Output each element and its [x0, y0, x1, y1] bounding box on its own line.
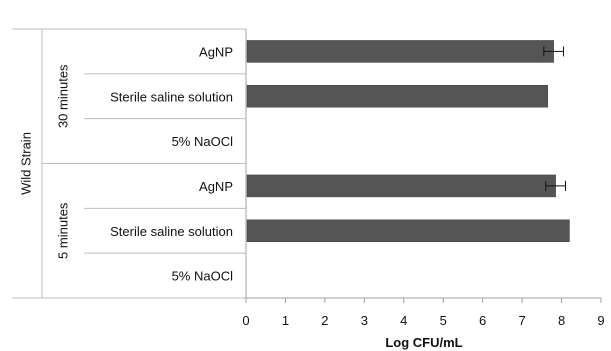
x-tick-label: 3	[361, 313, 368, 328]
bar	[246, 219, 570, 242]
category-label: AgNP	[199, 179, 233, 194]
labels-layer: 0 1 2 3 4 5 6 7 8 9 Wild Strain 30 minutes AgNP Steri…	[18, 44, 604, 328]
x-tick-label: 1	[282, 313, 289, 328]
x-tick-label: 4	[400, 313, 407, 328]
category-label: Sterile saline solution	[110, 89, 233, 104]
x-axis-title: Log CFU/mL	[385, 335, 462, 350]
bars-layer	[246, 40, 570, 242]
x-tick-label: 8	[558, 313, 565, 328]
x-tick-label: 2	[321, 313, 328, 328]
x-tick-label: 5	[440, 313, 447, 328]
x-tick-label: 6	[479, 313, 486, 328]
category-label: 5% NaOCl	[172, 269, 234, 284]
category-label: 5% NaOCl	[172, 134, 234, 149]
bar	[246, 40, 554, 63]
category-label: Sterile saline solution	[110, 224, 233, 239]
bar	[246, 85, 548, 108]
group-label: 30 minutes	[55, 64, 70, 128]
category-label: AgNP	[199, 44, 233, 59]
outer-group-label: Wild Strain	[18, 132, 33, 195]
x-tick-label: 9	[597, 313, 604, 328]
chart-frame	[12, 28, 602, 303]
x-tick-label: 0	[242, 313, 249, 328]
group-label: 5 minutes	[55, 202, 70, 259]
x-tick-label: 7	[518, 313, 525, 328]
bar	[246, 174, 556, 198]
